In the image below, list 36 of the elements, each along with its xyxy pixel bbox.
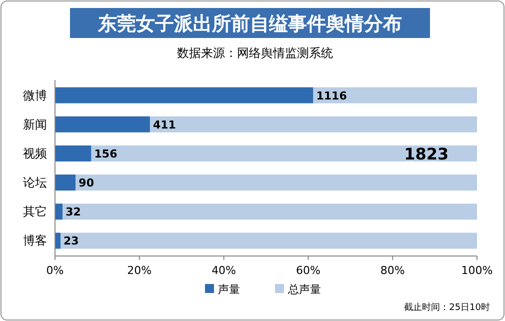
x-tick-label: 100% — [461, 264, 493, 277]
annotation: 1823 — [404, 144, 449, 164]
bar — [55, 174, 76, 191]
y-tick-label: 博客 — [23, 234, 47, 248]
x-tick-label: 20% — [127, 264, 152, 277]
bar — [91, 145, 477, 162]
annotation: 411 — [152, 118, 176, 132]
legend-label: 总声量 — [287, 283, 321, 296]
bar — [76, 174, 477, 191]
bar — [55, 116, 150, 132]
bar — [313, 87, 477, 104]
y-tick-label: 新闻 — [23, 117, 47, 132]
bar — [55, 145, 92, 162]
y-tick-label: 其它 — [23, 204, 47, 219]
annotation: 90 — [78, 176, 94, 190]
legend-label: 声量 — [218, 283, 240, 296]
annotation: 1116 — [316, 89, 348, 102]
annotation: 32 — [66, 206, 81, 219]
bar — [55, 232, 60, 249]
chart-subtitle: 数据来源：网络舆情监测系统 — [177, 46, 333, 60]
bar — [55, 87, 314, 104]
chart-title: 东莞女子派出所前自缢事件舆情分布 — [97, 13, 402, 35]
bar — [60, 232, 477, 249]
x-tick-label: 40% — [212, 264, 236, 277]
x-tick-label: 0% — [46, 264, 64, 277]
bar — [150, 116, 477, 132]
y-tick-label: 视频 — [23, 146, 47, 160]
text: 截止时间：25日10时 — [404, 302, 490, 313]
y-tick-label: 微博 — [23, 88, 47, 102]
y-tick-label: 论坛 — [23, 176, 47, 190]
x-tick-label: 60% — [296, 264, 320, 277]
bar — [62, 204, 477, 220]
annotation: 156 — [94, 147, 118, 160]
annotation: 23 — [63, 234, 79, 248]
x-tick-label: 80% — [380, 264, 405, 277]
bar — [55, 204, 63, 220]
